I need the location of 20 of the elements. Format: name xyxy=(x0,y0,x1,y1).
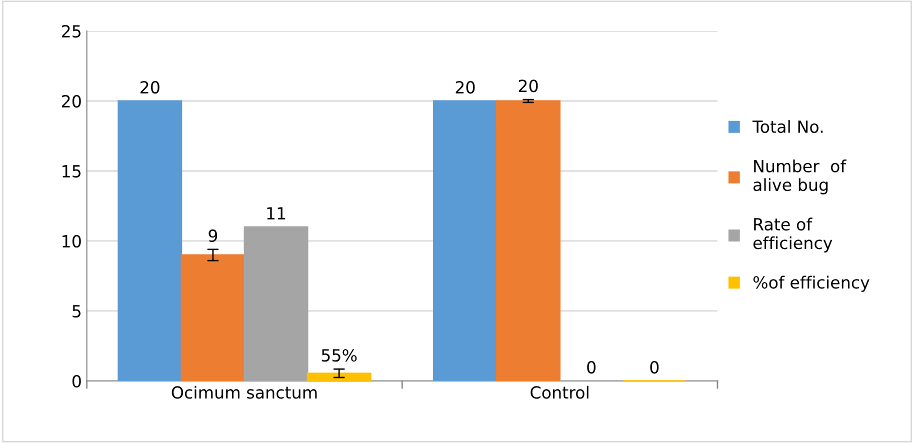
data-label: 0 xyxy=(587,360,596,374)
y-tick-label: 15 xyxy=(62,165,81,178)
data-label: 0 xyxy=(650,360,659,374)
y-tick-label: 5 xyxy=(72,305,81,318)
data-label: 20 xyxy=(518,80,538,92)
legend-label: Total No. xyxy=(752,120,823,133)
y-tick-label: 0 xyxy=(72,374,81,388)
data-label: 55% xyxy=(322,349,357,362)
data-label: 20 xyxy=(456,81,475,94)
legend-label: Rate of efficiency xyxy=(753,218,832,252)
data-label: 9 xyxy=(208,229,218,242)
x-tick-label: Control xyxy=(530,386,588,399)
legend-label: Number of alive bug xyxy=(753,160,846,194)
x-tick-label: Ocimum sanctum xyxy=(172,386,317,399)
y-tick-label: 10 xyxy=(62,234,81,248)
data-label: 11 xyxy=(267,207,286,220)
legend-label: %of efficiency xyxy=(753,276,870,292)
data-label: 20 xyxy=(140,81,160,94)
y-tick-label: 20 xyxy=(62,94,81,108)
y-tick-label: 25 xyxy=(62,24,81,38)
